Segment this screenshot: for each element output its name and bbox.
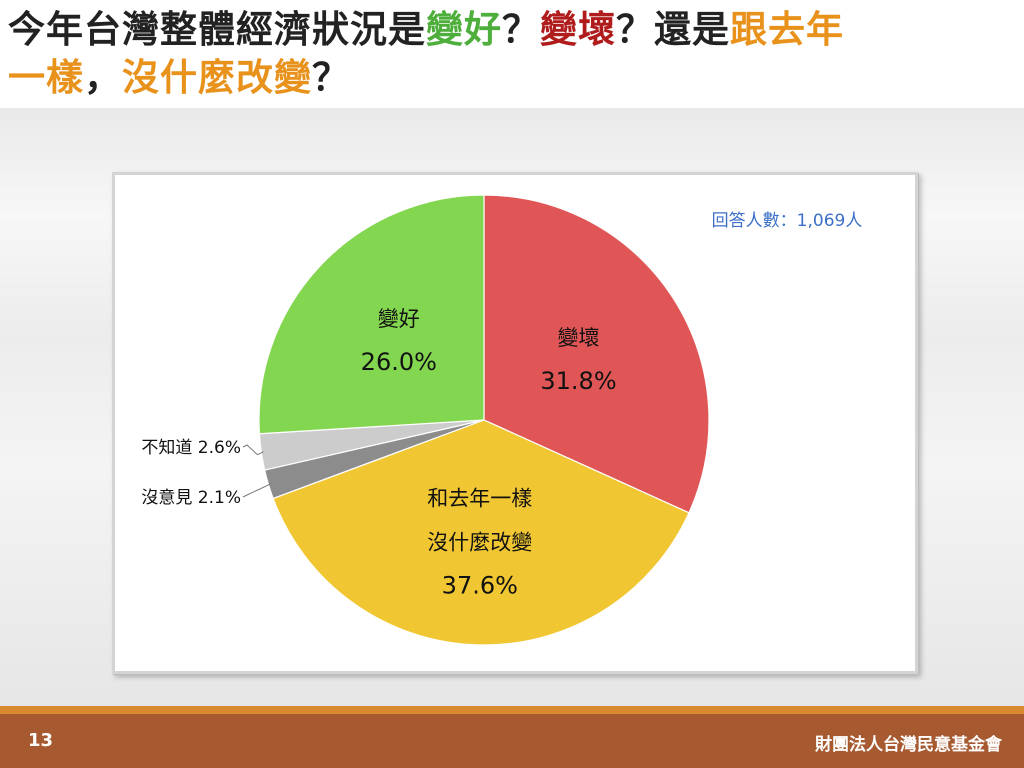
title-q2: ？還是 (616, 8, 730, 51)
title-good: 變好 (426, 8, 502, 51)
title-same-a: 跟去年 (730, 8, 844, 51)
callout-leader-line (242, 444, 264, 456)
slice-變好 (258, 194, 485, 435)
slice-和去年一樣-沒什麼改變 (272, 419, 690, 646)
slice-category-label: 和去年一樣 (427, 486, 532, 510)
slice-category-label: 沒什麼改變 (427, 530, 532, 554)
callout-leader-line (242, 483, 271, 498)
pie-chart-panel: 變壞 31.8% 和去年一樣沒什麼改變 37.6% 變好 26.0% 不知道 2.6% 沒意見… (112, 172, 918, 674)
slice-category-label: 變壞 (558, 326, 600, 350)
footer-accent-line (0, 706, 1024, 714)
title-q3: ？ (312, 56, 350, 99)
slice-value-label: 31.8% (540, 367, 616, 395)
callout-label: 不知道 2.6% (141, 438, 241, 458)
page-title: 今年台灣整體經濟狀況是變好？變壞？還是跟去年 一樣，沒什麼改變？ (8, 6, 1018, 102)
footer-bar: 13 財團法人台灣民意基金會 (0, 714, 1024, 768)
page-number: 13 (28, 730, 54, 751)
organization-name: 財團法人台灣民意基金會 (815, 735, 1002, 755)
title-comma: ， (84, 56, 122, 99)
title-q1: ？ (502, 8, 540, 51)
respondents-annotation: 回答人數：1,069人 (712, 211, 863, 231)
title-text: 今年台灣整體經濟狀況是 (8, 8, 426, 51)
slice-category-label: 變好 (378, 307, 420, 331)
title-same-b: 一樣 (8, 56, 84, 99)
slice-變壞 (483, 194, 710, 514)
callout-label: 沒意見 2.1% (141, 488, 241, 508)
slice-value-label: 26.0% (361, 348, 437, 376)
title-same-c: 沒什麼改變 (122, 56, 312, 99)
title-bad: 變壞 (540, 8, 616, 51)
slice-value-label: 37.6% (442, 571, 518, 599)
